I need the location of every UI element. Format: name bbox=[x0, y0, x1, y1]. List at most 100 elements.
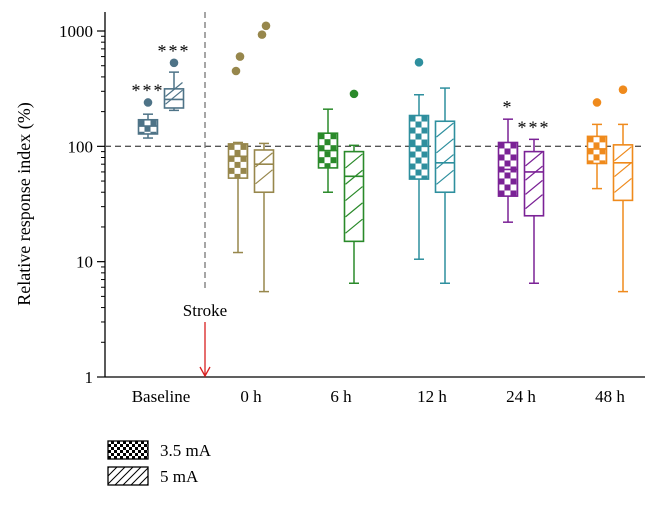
box-outline bbox=[137, 118, 159, 135]
checker-cell bbox=[504, 184, 511, 191]
checker-cell bbox=[324, 139, 331, 146]
checker-cell bbox=[599, 136, 606, 143]
checker-cell bbox=[409, 151, 416, 158]
checker-cell bbox=[409, 175, 416, 180]
y-tick-label: 1 bbox=[85, 368, 94, 387]
y-tick-label: 1000 bbox=[59, 22, 93, 41]
significance-marker: *** bbox=[518, 117, 551, 137]
legend: 3.5 mA 5 mA bbox=[107, 440, 212, 486]
hatch-line bbox=[345, 186, 363, 202]
box-outline bbox=[253, 149, 275, 194]
box-outline bbox=[408, 114, 430, 180]
checker-cell bbox=[228, 143, 235, 150]
box-hatch bbox=[253, 21, 275, 293]
checker-cell bbox=[421, 127, 428, 134]
box-outline bbox=[523, 150, 545, 217]
x-tick-label: 0 h bbox=[240, 387, 262, 406]
checker-cell bbox=[409, 163, 416, 170]
y-tick-label: 100 bbox=[68, 137, 94, 156]
outlier-point bbox=[169, 58, 179, 68]
hatch-line bbox=[436, 122, 454, 138]
checker-cell bbox=[593, 142, 600, 149]
box-background bbox=[254, 149, 274, 193]
checker-cell bbox=[504, 160, 511, 167]
stroke-annotation-label: Stroke bbox=[183, 301, 227, 320]
checker-cell bbox=[330, 145, 337, 152]
checker-cell bbox=[599, 148, 606, 155]
checker-cell bbox=[498, 154, 505, 161]
outlier-point bbox=[235, 52, 245, 61]
box-outline bbox=[163, 88, 185, 109]
checker-cell bbox=[510, 190, 517, 197]
hatch-line bbox=[436, 154, 454, 170]
checker-cell bbox=[415, 169, 422, 176]
outlier-point bbox=[414, 58, 424, 67]
box-checker bbox=[586, 98, 608, 190]
checker-cell bbox=[587, 148, 594, 155]
x-tick-label: 6 h bbox=[330, 387, 352, 406]
legend-item-hatch: 5 mA bbox=[107, 466, 199, 486]
hatch-line bbox=[614, 177, 632, 193]
box-background bbox=[524, 151, 544, 216]
axes: 1 10 100 1000 Relative response index (%) Bas… bbox=[14, 12, 645, 406]
checker-cell bbox=[510, 142, 517, 149]
significance-marker: * bbox=[503, 97, 514, 117]
hatch-line bbox=[436, 138, 454, 154]
checker-cell bbox=[324, 151, 331, 158]
box-background bbox=[435, 121, 455, 193]
checker-cell bbox=[240, 155, 247, 162]
stroke-arrow-head bbox=[199, 366, 211, 378]
checker-cell bbox=[318, 157, 325, 164]
checker-cell bbox=[324, 163, 331, 168]
checker-cell bbox=[409, 127, 416, 134]
checker-cell bbox=[421, 163, 428, 170]
box-background bbox=[344, 151, 364, 242]
checker-cell bbox=[415, 121, 422, 128]
checker-cell bbox=[498, 142, 505, 149]
checker-cell bbox=[421, 139, 428, 146]
box-hatch bbox=[434, 87, 456, 284]
checker-cell bbox=[234, 161, 241, 168]
checker-cell bbox=[240, 167, 247, 174]
checker-cell bbox=[415, 145, 422, 152]
checker-cell bbox=[510, 154, 517, 161]
box-outline bbox=[434, 120, 456, 194]
hatch-line bbox=[614, 162, 632, 178]
box-hatch: *** bbox=[518, 117, 551, 284]
checker-cell bbox=[150, 119, 157, 126]
checker-cell bbox=[504, 172, 511, 179]
checker-cell bbox=[150, 131, 157, 134]
box-outline bbox=[586, 135, 608, 165]
checker-cell bbox=[498, 178, 505, 185]
legend-item-checker: 3.5 mA bbox=[107, 440, 212, 460]
y-tick-label: 10 bbox=[76, 253, 93, 272]
checker-cell bbox=[587, 160, 594, 164]
outlier-point bbox=[592, 98, 602, 107]
hatch-line bbox=[345, 202, 363, 218]
checker-cell bbox=[138, 119, 145, 126]
checker-cell bbox=[593, 154, 600, 161]
box-checker bbox=[227, 52, 249, 254]
checker-cell bbox=[504, 148, 511, 155]
box-checker: * bbox=[497, 97, 519, 223]
outlier-point bbox=[257, 30, 267, 39]
x-tick-label: Baseline bbox=[132, 387, 191, 406]
checker-cell bbox=[228, 155, 235, 162]
legend-label: 5 mA bbox=[160, 467, 199, 486]
outlier-point bbox=[231, 66, 241, 76]
checker-cell bbox=[599, 160, 606, 164]
plot-area: Stroke********** bbox=[105, 12, 645, 378]
checker-cell bbox=[240, 143, 247, 150]
hatch-line bbox=[345, 218, 363, 234]
box-background bbox=[613, 144, 633, 201]
checker-cell bbox=[421, 151, 428, 158]
box-outline bbox=[343, 150, 365, 243]
box-hatch bbox=[612, 85, 634, 293]
x-tick-label: 24 h bbox=[506, 387, 536, 406]
checker-cell bbox=[498, 190, 505, 197]
hatch-line bbox=[165, 89, 183, 105]
checker-cell bbox=[415, 157, 422, 164]
box-outline bbox=[227, 143, 249, 179]
